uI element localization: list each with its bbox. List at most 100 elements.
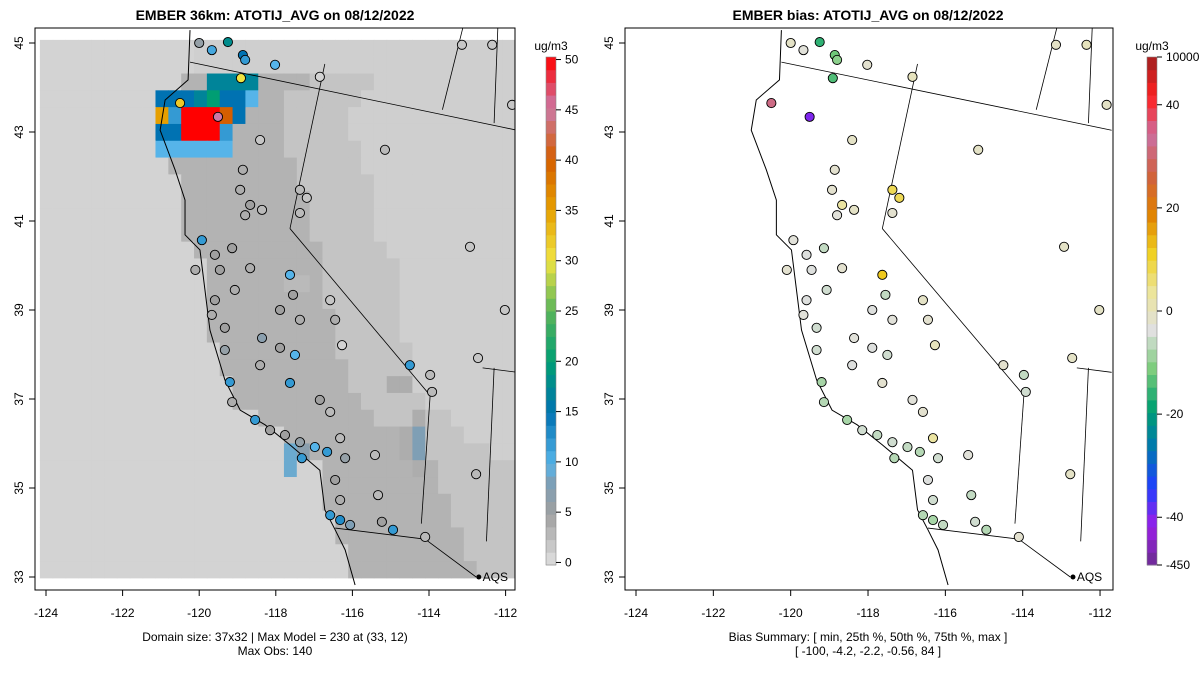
model-grid-cell [425,73,439,91]
model-grid-cell [309,191,323,209]
site-marker [1020,386,1031,397]
model-grid-cell [116,477,131,495]
model-grid-cell [194,191,208,209]
model-grid-cell [476,510,490,528]
model-grid-cell [116,392,131,411]
model-grid-cell [438,107,452,125]
model-grid-cell [412,174,426,192]
model-grid-cell [78,191,92,209]
site-marker [829,164,840,175]
model-grid-cell [348,409,362,428]
y-tick-label: 43 [602,125,616,139]
model-grid-cell [399,90,413,108]
site-marker [219,322,230,333]
model-grid-cell [476,73,490,91]
model-grid-cell [245,460,259,478]
model-grid-cell [104,208,118,226]
model-grid-cell [476,56,490,75]
model-grid-cell [181,359,195,377]
model-grid-cell [463,477,478,495]
model-grid-cell [52,292,67,310]
model-grid-cell [296,123,311,142]
model-grid-cell [309,123,323,142]
model-grid-cell [361,39,375,58]
model-grid-cell [52,241,67,259]
model-grid-cell [271,73,285,91]
model-grid-cell [309,325,323,344]
model-grid-cell [476,477,490,495]
model-grid-cell [489,140,503,159]
site-marker [927,514,939,526]
model-grid-cell [52,56,67,75]
model-grid-cell [116,123,131,142]
state-border [442,28,464,110]
model-grid-cell [155,258,169,276]
model-grid-cell [296,527,311,545]
model-grid-cell [399,224,413,243]
model-grid-cell [91,527,105,545]
model-grid-cell [39,443,54,461]
model-grid-cell [283,392,298,411]
model-grid-cell [194,561,208,579]
model-grid-cell [399,527,413,545]
state-border [1014,395,1025,524]
colorbar-segment [1147,526,1157,541]
model-grid-cell [116,157,131,175]
model-grid-cell [399,544,413,562]
model-grid-cell [219,73,234,91]
model-grid-cell [463,208,478,226]
model-grid-cell [78,443,92,461]
model-grid-cell [476,107,490,125]
model-grid-cell [258,544,272,562]
model-grid-cell [335,73,349,91]
x-tick-label: -112 [1088,606,1111,620]
model-grid-cell [232,376,246,394]
model-grid-cell [258,493,272,512]
model-grid-cell [296,107,311,125]
site-marker [827,73,838,84]
model-grid-cell [463,359,478,377]
model-grid-cell [129,275,144,293]
colorbar-segment [546,425,556,439]
colorbar-segment [546,349,556,363]
model-grid-cell [168,157,182,175]
model-grid-cell [206,224,221,243]
model-grid-cell [104,258,118,276]
model-grid-cell [91,123,105,142]
model-grid-cell [348,224,362,243]
colorbar-segment [546,133,556,147]
model-grid-cell [39,73,54,91]
model-grid-cell [373,292,388,310]
model-grid-cell [245,477,259,495]
colorbar-tick-label: 5 [565,505,572,519]
model-grid-cell [502,527,515,545]
aqs-legend-dot [476,574,482,580]
model-grid-cell [39,477,54,495]
model-grid-cell [399,460,413,478]
model-grid-cell [155,510,169,528]
colorbar-tick-label: 20 [1166,201,1180,215]
model-grid-cell [348,460,362,478]
model-grid-cell [412,224,426,243]
colorbar-segment [546,476,556,490]
model-grid-cell [78,308,92,327]
model-grid-cell [309,56,323,75]
colorbar-tick-label: 35 [565,203,579,217]
colorbar-segment [1147,311,1157,325]
model-grid-cell [104,224,118,243]
site-marker [279,429,291,441]
site-marker [887,314,898,325]
model-grid-cell [476,443,490,461]
model-grid-cell [399,392,413,411]
model-grid-cell [309,208,323,226]
model-grid-cell [155,174,169,192]
model-grid-cell [322,275,336,293]
model-grid-cell [116,107,131,125]
site-marker [206,45,217,56]
model-grid-cell [322,224,336,243]
model-grid-cell [348,426,362,444]
model-grid-cell [335,460,349,478]
model-grid-cell [65,275,79,293]
model-grid-cell [450,275,465,293]
model-grid-cell [155,426,169,444]
